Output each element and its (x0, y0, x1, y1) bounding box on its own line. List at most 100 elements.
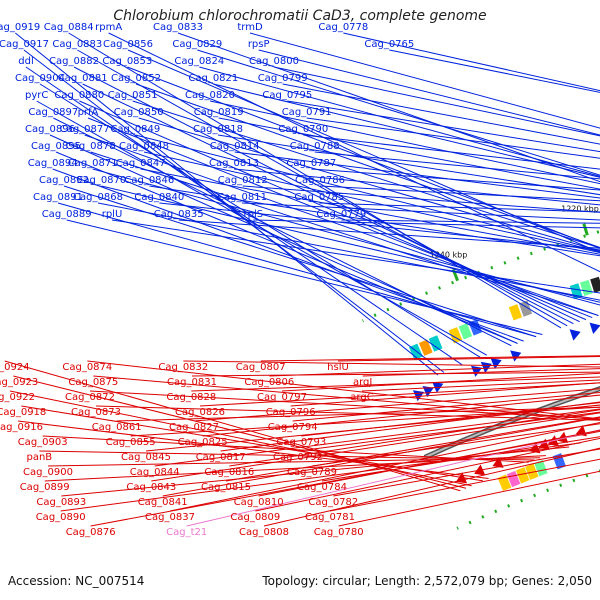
label-leader-line (89, 390, 600, 420)
label-leader-line (319, 185, 600, 202)
forward-gene-label: Cag_0813 (209, 158, 259, 169)
forward-gene-label: Cag_0904 (15, 73, 65, 84)
label-leader-line (292, 392, 600, 422)
reverse-gene-label: Cag_0780 (314, 527, 364, 538)
reverse-gene-label: Cag_0809 (230, 512, 280, 523)
forward-gene-label: Cag_0800 (249, 56, 299, 67)
forward-gene-label: Cag_0892 (39, 175, 89, 186)
forward-gene-label: Cag_0812 (218, 175, 268, 186)
label-leader-line (258, 49, 600, 136)
reverse-gene-label: hslU (327, 362, 349, 373)
label-leader-line (341, 219, 600, 224)
reverse-gene-label: Cag_0817 (196, 452, 246, 463)
reverse-gene-label: Cag_0861 (92, 422, 142, 433)
reverse-gene-label: Cag_0792 (273, 452, 323, 463)
reverse-gene-label: Cag_0873 (71, 407, 121, 418)
label-leader-line (154, 408, 600, 467)
label-leader-line (249, 32, 600, 129)
label-leader-line (199, 382, 600, 407)
label-leader-line (17, 420, 489, 479)
label-leader-line (138, 117, 600, 252)
label-leader-line (338, 470, 600, 527)
forward-gene-label: Cag_0779 (316, 209, 366, 220)
label-leader-line (301, 402, 600, 437)
label-leader-line (52, 168, 524, 342)
label-leader-line (361, 379, 600, 392)
forward-gene-label: Cag_0889 (42, 209, 92, 220)
label-leader-line (25, 66, 463, 366)
reverse-gene-label: Cag_0825 (178, 437, 228, 448)
forward-gene-label: Cag_0821 (188, 73, 238, 84)
forward-gene-label: Cag_0868 (73, 192, 123, 203)
label-leader-line (44, 455, 546, 482)
label-leader-line (269, 363, 600, 377)
reverse-gene-label: Cag_0796 (266, 407, 316, 418)
forward-gene-label: Cag_0848 (119, 141, 169, 152)
label-leader-line (343, 32, 600, 92)
label-leader-line (178, 219, 600, 249)
label-leader-line (311, 423, 600, 467)
forward-gene-label: Cag_0849 (110, 124, 160, 135)
reverse-gene-label: argJ (353, 377, 372, 388)
label-leader-line (87, 360, 600, 420)
reverse-gene-label: Cag_0789 (287, 467, 337, 478)
map-title: Chlorobium chlorochromatii CaD3, complet… (113, 8, 487, 24)
backbone-outer (423, 386, 600, 460)
forward-gene-label: prfA (78, 107, 99, 118)
label-leader-line (186, 429, 600, 527)
forward-gene-label: Cag_0788 (290, 141, 340, 152)
label-leader-line (193, 388, 600, 422)
reverse-gene-label: Cag_0918 (0, 407, 46, 418)
tick-label: 1240 kbp (430, 250, 468, 259)
reverse-gene-label: Cag_0872 (65, 392, 115, 403)
reverse-gene-label: Cag_0899 (20, 482, 70, 493)
backbone-arc (423, 386, 600, 460)
forward-gene-label: Cag_0765 (364, 39, 414, 50)
topology-text: Topology: circular; Length: 2,572,079 bp… (262, 574, 592, 588)
reverse-gene-label: argC (350, 392, 373, 403)
forward-gene-label: Cag_0829 (172, 39, 222, 50)
label-leader-line (82, 83, 580, 323)
label-leader-line (311, 168, 600, 191)
forward-gene-label: Cag_0833 (153, 22, 203, 33)
label-leader-line (362, 368, 600, 377)
forward-gene-label: Cag_0878 (66, 141, 116, 152)
feature-box (506, 470, 521, 488)
forward-gene-arrow (490, 357, 502, 370)
accession-text: Accession: NC_007514 (8, 574, 145, 588)
label-leader-line (329, 458, 600, 512)
reverse-gene-label: Cag_0806 (244, 377, 294, 388)
label-leader-line (66, 219, 543, 335)
label-leader-line (57, 202, 537, 338)
label-leader-line (199, 66, 600, 177)
label-leader-line (241, 202, 600, 221)
forward-gene-arrow (480, 361, 492, 373)
forward-gene-label: rpmA (95, 22, 122, 33)
reverse-gene-label: panB (26, 452, 52, 463)
forward-gene-label: Cag_0891 (33, 192, 83, 203)
label-leader-line (233, 168, 600, 206)
label-leader-line (297, 411, 600, 452)
forward-gene-label: Cag_0787 (286, 158, 336, 169)
tick-mark (582, 223, 589, 236)
forward-gene-arrow (422, 386, 434, 398)
label-leader-line (177, 32, 600, 183)
label-leader-line (53, 117, 512, 347)
forward-gene-label: Cag_0871 (68, 158, 118, 169)
label-leader-line (84, 134, 599, 317)
label-leader-line (151, 412, 600, 482)
reverse-gene-arrow (492, 456, 504, 468)
forward-gene-label: Cag_0820 (185, 90, 235, 101)
forward-gene-label: Cag_0819 (194, 107, 244, 118)
label-leader-line (209, 100, 600, 185)
forward-gene-label: Cag_0847 (116, 158, 166, 169)
label-leader-line (111, 219, 600, 294)
label-leader-line (202, 394, 600, 437)
forward-gene-label: Cag_0818 (193, 124, 243, 135)
reverse-gene-label: Cag_0923 (0, 377, 38, 388)
forward-gene-label: Cag_0880 (54, 90, 104, 101)
label-leader-line (135, 134, 600, 253)
forward-gene-label: Cag_0850 (114, 107, 164, 118)
reverse-gene-label: Cag_0807 (236, 362, 286, 373)
